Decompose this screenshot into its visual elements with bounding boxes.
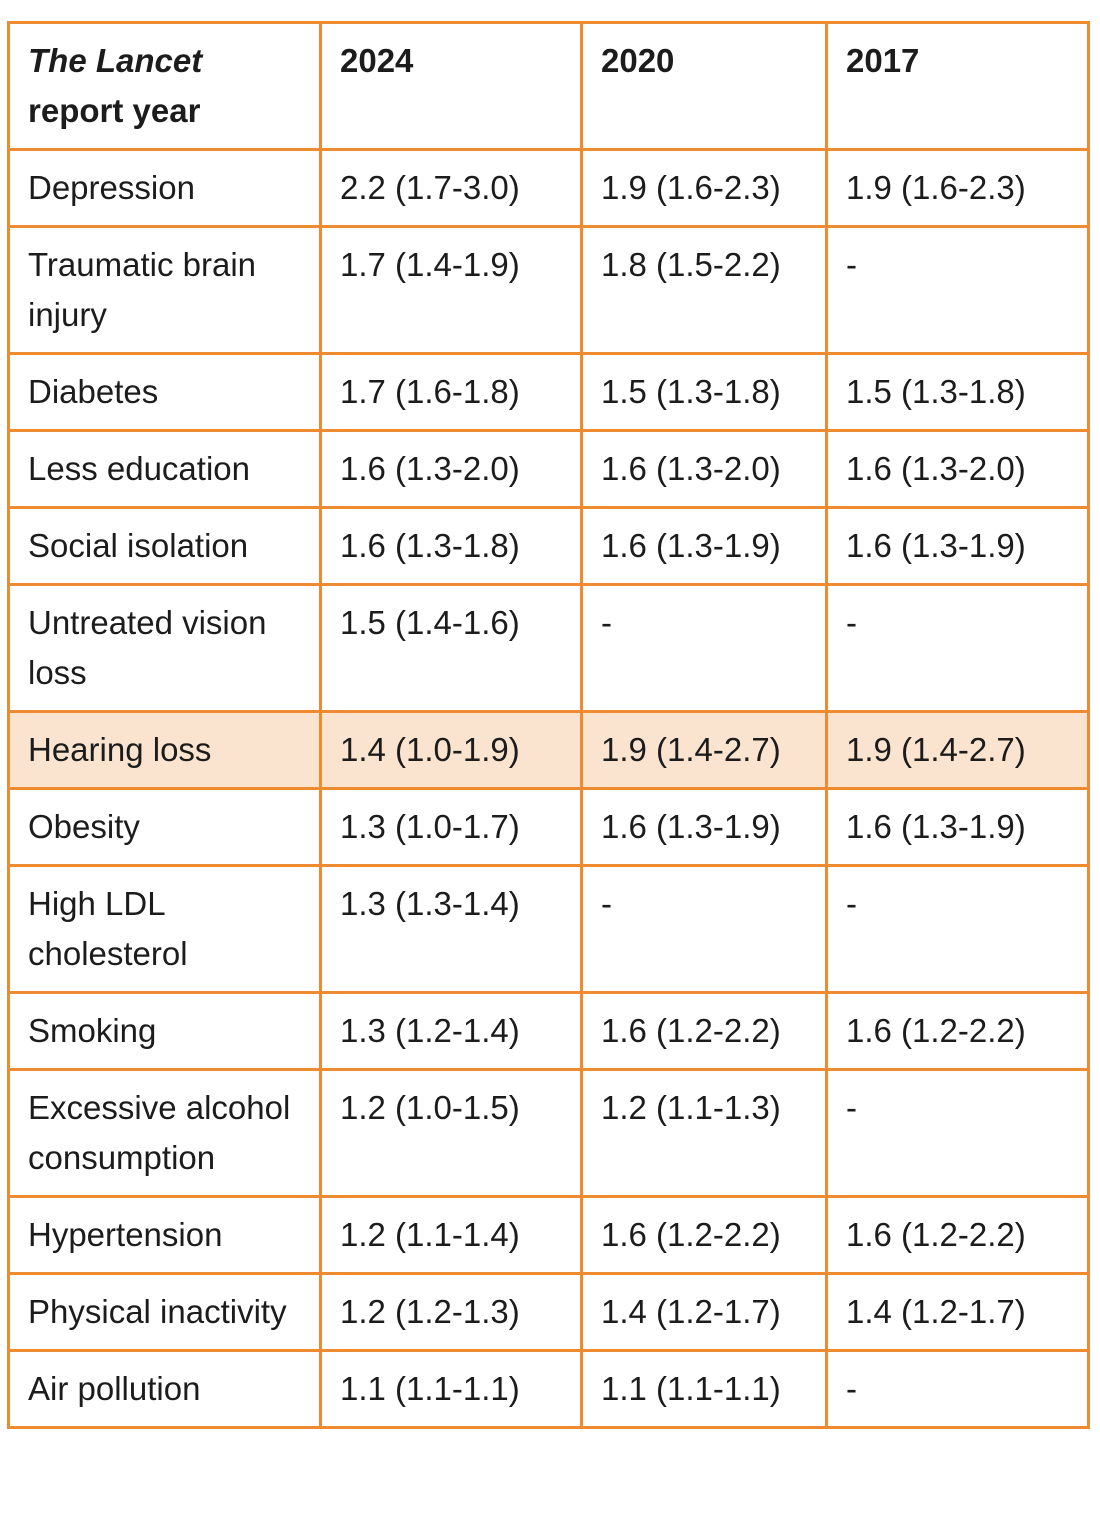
value-2017-cell: 1.6 (1.2-2.2) (825, 1195, 1090, 1275)
header-report-year: The Lancet report year (7, 21, 322, 151)
value-2017-cell: 1.6 (1.3-2.0) (825, 429, 1090, 509)
value-2020-cell: 1.6 (1.2-2.2) (580, 1195, 828, 1275)
value-2024-cell: 1.2 (1.1-1.4) (319, 1195, 583, 1275)
value-2024-cell: 1.2 (1.2-1.3) (319, 1272, 583, 1352)
table-row: Traumatic brain injury 1.7 (1.4-1.9) 1.8 (… (7, 225, 1090, 355)
value-2020-cell: 1.5 (1.3-1.8) (580, 352, 828, 432)
factor-cell: Smoking (7, 991, 322, 1071)
value-2017-cell: 1.9 (1.6-2.3) (825, 148, 1090, 228)
value-2017-cell: 1.6 (1.3-1.9) (825, 506, 1090, 586)
value-2024-cell: 1.1 (1.1-1.1) (319, 1349, 583, 1429)
factor-cell: Air pollution (7, 1349, 322, 1429)
value-2020-cell: 1.6 (1.3-2.0) (580, 429, 828, 509)
table-row: Less education 1.6 (1.3-2.0) 1.6 (1.3-2.0)… (7, 429, 1090, 509)
value-2024-cell: 1.6 (1.3-2.0) (319, 429, 583, 509)
value-2020-cell: 1.1 (1.1-1.1) (580, 1349, 828, 1429)
factor-cell: Excessive alcohol consumption (7, 1068, 322, 1198)
value-2017-cell: - (825, 864, 1090, 994)
value-2017-cell: - (825, 225, 1090, 355)
value-2020-cell: - (580, 583, 828, 713)
value-2020-cell: 1.9 (1.4-2.7) (580, 710, 828, 790)
value-2017-cell: - (825, 1068, 1090, 1198)
header-year-2017: 2017 (825, 21, 1090, 151)
factor-cell: Depression (7, 148, 322, 228)
value-2024-cell: 1.3 (1.3-1.4) (319, 864, 583, 994)
value-2017-cell: 1.4 (1.2-1.7) (825, 1272, 1090, 1352)
factor-cell: Social isolation (7, 506, 322, 586)
value-2017-cell: 1.9 (1.4-2.7) (825, 710, 1090, 790)
value-2024-cell: 1.6 (1.3-1.8) (319, 506, 583, 586)
value-2020-cell: - (580, 864, 828, 994)
factor-cell: Untreated vision loss (7, 583, 322, 713)
value-2024-cell: 1.7 (1.4-1.9) (319, 225, 583, 355)
header-row: The Lancet report year 2024 2020 2017 (7, 21, 1090, 151)
value-2020-cell: 1.6 (1.3-1.9) (580, 506, 828, 586)
value-2020-cell: 1.6 (1.2-2.2) (580, 991, 828, 1071)
value-2020-cell: 1.2 (1.1-1.3) (580, 1068, 828, 1198)
header-title-italic: The Lancet (28, 42, 203, 79)
factor-cell: Hearing loss (7, 710, 322, 790)
value-2017-cell: - (825, 583, 1090, 713)
header-title-rest: report year (28, 92, 201, 129)
table-row: Untreated vision loss 1.5 (1.4-1.6) - - (7, 583, 1090, 713)
header-year-2024: 2024 (319, 21, 583, 151)
table-row: Diabetes 1.7 (1.6-1.8) 1.5 (1.3-1.8) 1.5 (1… (7, 352, 1090, 432)
factor-cell: Obesity (7, 787, 322, 867)
table-row: Physical inactivity 1.2 (1.2-1.3) 1.4 (1.2… (7, 1272, 1090, 1352)
table-row: High LDL cholesterol 1.3 (1.3-1.4) - - (7, 864, 1090, 994)
table-row: Hypertension 1.2 (1.1-1.4) 1.6 (1.2-2.2) 1.… (7, 1195, 1090, 1275)
value-2020-cell: 1.9 (1.6-2.3) (580, 148, 828, 228)
table-row: Obesity 1.3 (1.0-1.7) 1.6 (1.3-1.9) 1.6 (1.… (7, 787, 1090, 867)
value-2017-cell: 1.5 (1.3-1.8) (825, 352, 1090, 432)
table-row: Hearing loss 1.4 (1.0-1.9) 1.9 (1.4-2.7) 1.… (7, 710, 1090, 790)
value-2024-cell: 1.3 (1.0-1.7) (319, 787, 583, 867)
value-2024-cell: 1.7 (1.6-1.8) (319, 352, 583, 432)
value-2017-cell: 1.6 (1.3-1.9) (825, 787, 1090, 867)
factor-cell: Physical inactivity (7, 1272, 322, 1352)
factor-cell: Traumatic brain injury (7, 225, 322, 355)
value-2024-cell: 1.2 (1.0-1.5) (319, 1068, 583, 1198)
header-year-2020: 2020 (580, 21, 828, 151)
table-row: Smoking 1.3 (1.2-1.4) 1.6 (1.2-2.2) 1.6 (1.… (7, 991, 1090, 1071)
value-2024-cell: 2.2 (1.7-3.0) (319, 148, 583, 228)
value-2020-cell: 1.4 (1.2-1.7) (580, 1272, 828, 1352)
value-2017-cell: - (825, 1349, 1090, 1429)
value-2020-cell: 1.6 (1.3-1.9) (580, 787, 828, 867)
factor-cell: High LDL cholesterol (7, 864, 322, 994)
value-2017-cell: 1.6 (1.2-2.2) (825, 991, 1090, 1071)
table-row: Social isolation 1.6 (1.3-1.8) 1.6 (1.3-1.… (7, 506, 1090, 586)
value-2024-cell: 1.5 (1.4-1.6) (319, 583, 583, 713)
value-2024-cell: 1.3 (1.2-1.4) (319, 991, 583, 1071)
table-row: Air pollution 1.1 (1.1-1.1) 1.1 (1.1-1.1) - (7, 1349, 1090, 1429)
table-row: Depression 2.2 (1.7-3.0) 1.9 (1.6-2.3) 1.9 … (7, 148, 1090, 228)
factor-cell: Less education (7, 429, 322, 509)
value-2020-cell: 1.8 (1.5-2.2) (580, 225, 828, 355)
table-row: Excessive alcohol consumption 1.2 (1.0-1.… (7, 1068, 1090, 1198)
risk-factor-table: The Lancet report year 2024 2020 2017 Dep… (7, 21, 1090, 1429)
value-2024-cell: 1.4 (1.0-1.9) (319, 710, 583, 790)
factor-cell: Diabetes (7, 352, 322, 432)
factor-cell: Hypertension (7, 1195, 322, 1275)
